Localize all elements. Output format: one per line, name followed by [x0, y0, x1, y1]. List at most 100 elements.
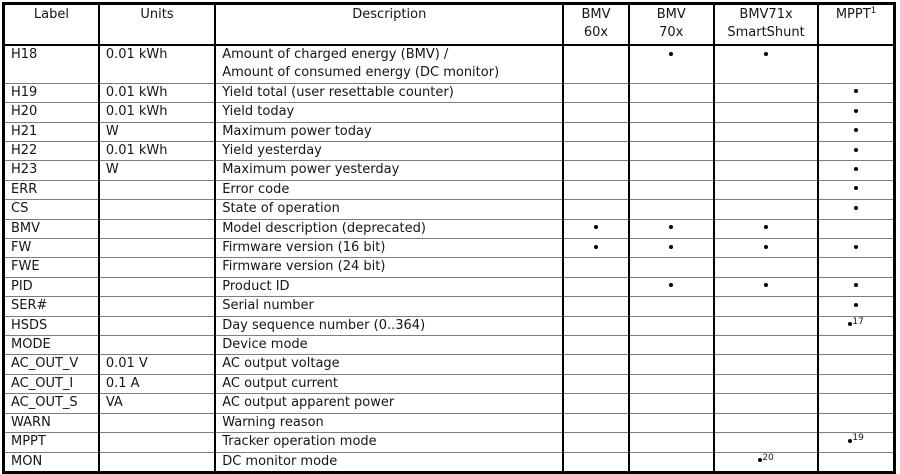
bmv71x-smartshunt-cell	[712, 141, 820, 162]
units-cell	[97, 199, 217, 220]
description-cell: Firmware version (16 bit)	[214, 238, 565, 259]
units-cell: 0.01 kWh	[97, 141, 217, 162]
description-line: Maximum power yesterday	[222, 162, 400, 178]
table-row: MPPT Tracker operation mode 19	[2, 432, 896, 453]
table-body: H18 0.01 kWh Amount of charged energy (BMV…	[2, 44, 896, 473]
description-cell: Amount of charged energy (BMV) / Amount o…	[214, 44, 565, 84]
table-row: ERR Error code	[2, 179, 896, 201]
label-cell: AC_OUT_V	[2, 354, 100, 375]
description-cell: State of operation	[214, 199, 565, 220]
table-row: PID Product ID	[2, 276, 896, 298]
description-line: Yield total (user resettable counter)	[222, 84, 454, 100]
bmv60x-cell	[562, 141, 630, 162]
supported-dot-icon	[764, 225, 769, 230]
bmv70x-cell	[627, 218, 715, 240]
mppt-cell	[817, 218, 896, 240]
description-cell: Day sequence number (0..364)	[214, 315, 565, 337]
bmv60x-cell	[562, 296, 630, 317]
bmv70x-cell	[627, 44, 715, 84]
bmv70x-cell	[627, 432, 715, 453]
label-cell: H23	[2, 160, 100, 181]
supported-dot-icon	[854, 89, 859, 94]
bmv60x-cell	[562, 412, 630, 434]
col-header-bmv71x-smartshunt: BMV71x SmartShunt	[712, 3, 820, 46]
bmv70x-cell	[627, 354, 715, 375]
description-cell: Maximum power yesterday	[214, 160, 565, 181]
supported-dot-icon	[593, 225, 598, 230]
bmv60x-cell	[562, 451, 630, 473]
bmv71x-smartshunt-cell	[712, 296, 820, 317]
label-cell: H19	[2, 82, 100, 104]
bmv71x-smartshunt-cell	[712, 160, 820, 181]
table-row: AC_OUT_V 0.01 V AC output voltage	[2, 354, 896, 375]
col-header-bmv71x-line2: SmartShunt	[727, 25, 805, 40]
label-cell: PID	[2, 276, 100, 298]
bmv60x-cell	[562, 315, 630, 337]
label-cell: H22	[2, 141, 100, 162]
description-line: AC output current	[222, 375, 338, 391]
table-row: H22 0.01 kWh Yield yesterday	[2, 141, 896, 162]
bmv60x-cell	[562, 82, 630, 104]
description-line: Warning reason	[222, 414, 324, 430]
col-header-bmv60x-line2: 60x	[583, 25, 609, 40]
bmv70x-cell	[627, 393, 715, 414]
label-cell: FWE	[2, 257, 100, 278]
description-line: Amount of consumed energy (DC monitor)	[222, 65, 500, 81]
bmv70x-cell	[627, 121, 715, 143]
supported-dot-icon	[854, 108, 859, 113]
description-line: Device mode	[222, 337, 308, 353]
supported-dot-icon	[758, 458, 763, 463]
mppt-cell	[817, 354, 896, 375]
mppt-cell	[817, 141, 896, 162]
supported-dot-icon	[854, 186, 859, 191]
mppt-cell	[817, 412, 896, 434]
bmv71x-smartshunt-cell	[712, 432, 820, 453]
col-header-bmv60x-line1: BMV	[581, 7, 611, 22]
bmv60x-cell	[562, 257, 630, 278]
bmv60x-cell	[562, 432, 630, 453]
mppt-cell	[817, 44, 896, 84]
mppt-cell	[817, 296, 896, 317]
bmv60x-cell	[562, 354, 630, 375]
description-line: Firmware version (24 bit)	[222, 259, 386, 275]
bmv71x-smartshunt-cell	[712, 102, 820, 123]
table-header: Label Units Description BMV 60x BMV 70x …	[2, 3, 896, 46]
units-cell	[97, 412, 217, 434]
supported-dot-icon	[854, 147, 859, 152]
bmv70x-cell	[627, 160, 715, 181]
table-row: H23 W Maximum power yesterday	[2, 160, 896, 181]
description-line: State of operation	[222, 201, 340, 217]
col-header-label: Label	[2, 3, 100, 46]
table-row: FWE Firmware version (24 bit)	[2, 257, 896, 278]
bmv71x-smartshunt-cell	[712, 82, 820, 104]
col-header-bmv70x: BMV 70x	[627, 3, 715, 46]
header-row: Label Units Description BMV 60x BMV 70x …	[2, 3, 896, 46]
bmv71x-smartshunt-cell	[712, 354, 820, 375]
supported-dot-icon	[669, 244, 674, 249]
units-cell: 0.01 V	[97, 354, 217, 375]
label-cell: CS	[2, 199, 100, 220]
supported-dot-icon	[848, 438, 853, 443]
description-line: Maximum power today	[222, 123, 372, 139]
bmv60x-cell	[562, 199, 630, 220]
bmv71x-smartshunt-cell	[712, 315, 820, 337]
bmv71x-smartshunt-cell	[712, 373, 820, 395]
description-cell: Yield yesterday	[214, 141, 565, 162]
supported-dot-icon	[854, 166, 859, 171]
description-cell: Firmware version (24 bit)	[214, 257, 565, 278]
bmv70x-cell	[627, 335, 715, 356]
units-cell	[97, 315, 217, 337]
label-cell: ERR	[2, 179, 100, 201]
table-row: SER# Serial number	[2, 296, 896, 317]
description-line: Tracker operation mode	[222, 434, 377, 450]
description-line: Serial number	[222, 298, 314, 314]
bmv60x-cell	[562, 160, 630, 181]
col-header-mppt-text: MPPT	[835, 7, 871, 22]
bmv71x-smartshunt-cell	[712, 276, 820, 298]
bmv60x-cell	[562, 238, 630, 259]
description-cell: AC output voltage	[214, 354, 565, 375]
footnote-superscript: 17	[852, 316, 864, 327]
units-cell	[97, 451, 217, 473]
label-cell: HSDS	[2, 315, 100, 337]
